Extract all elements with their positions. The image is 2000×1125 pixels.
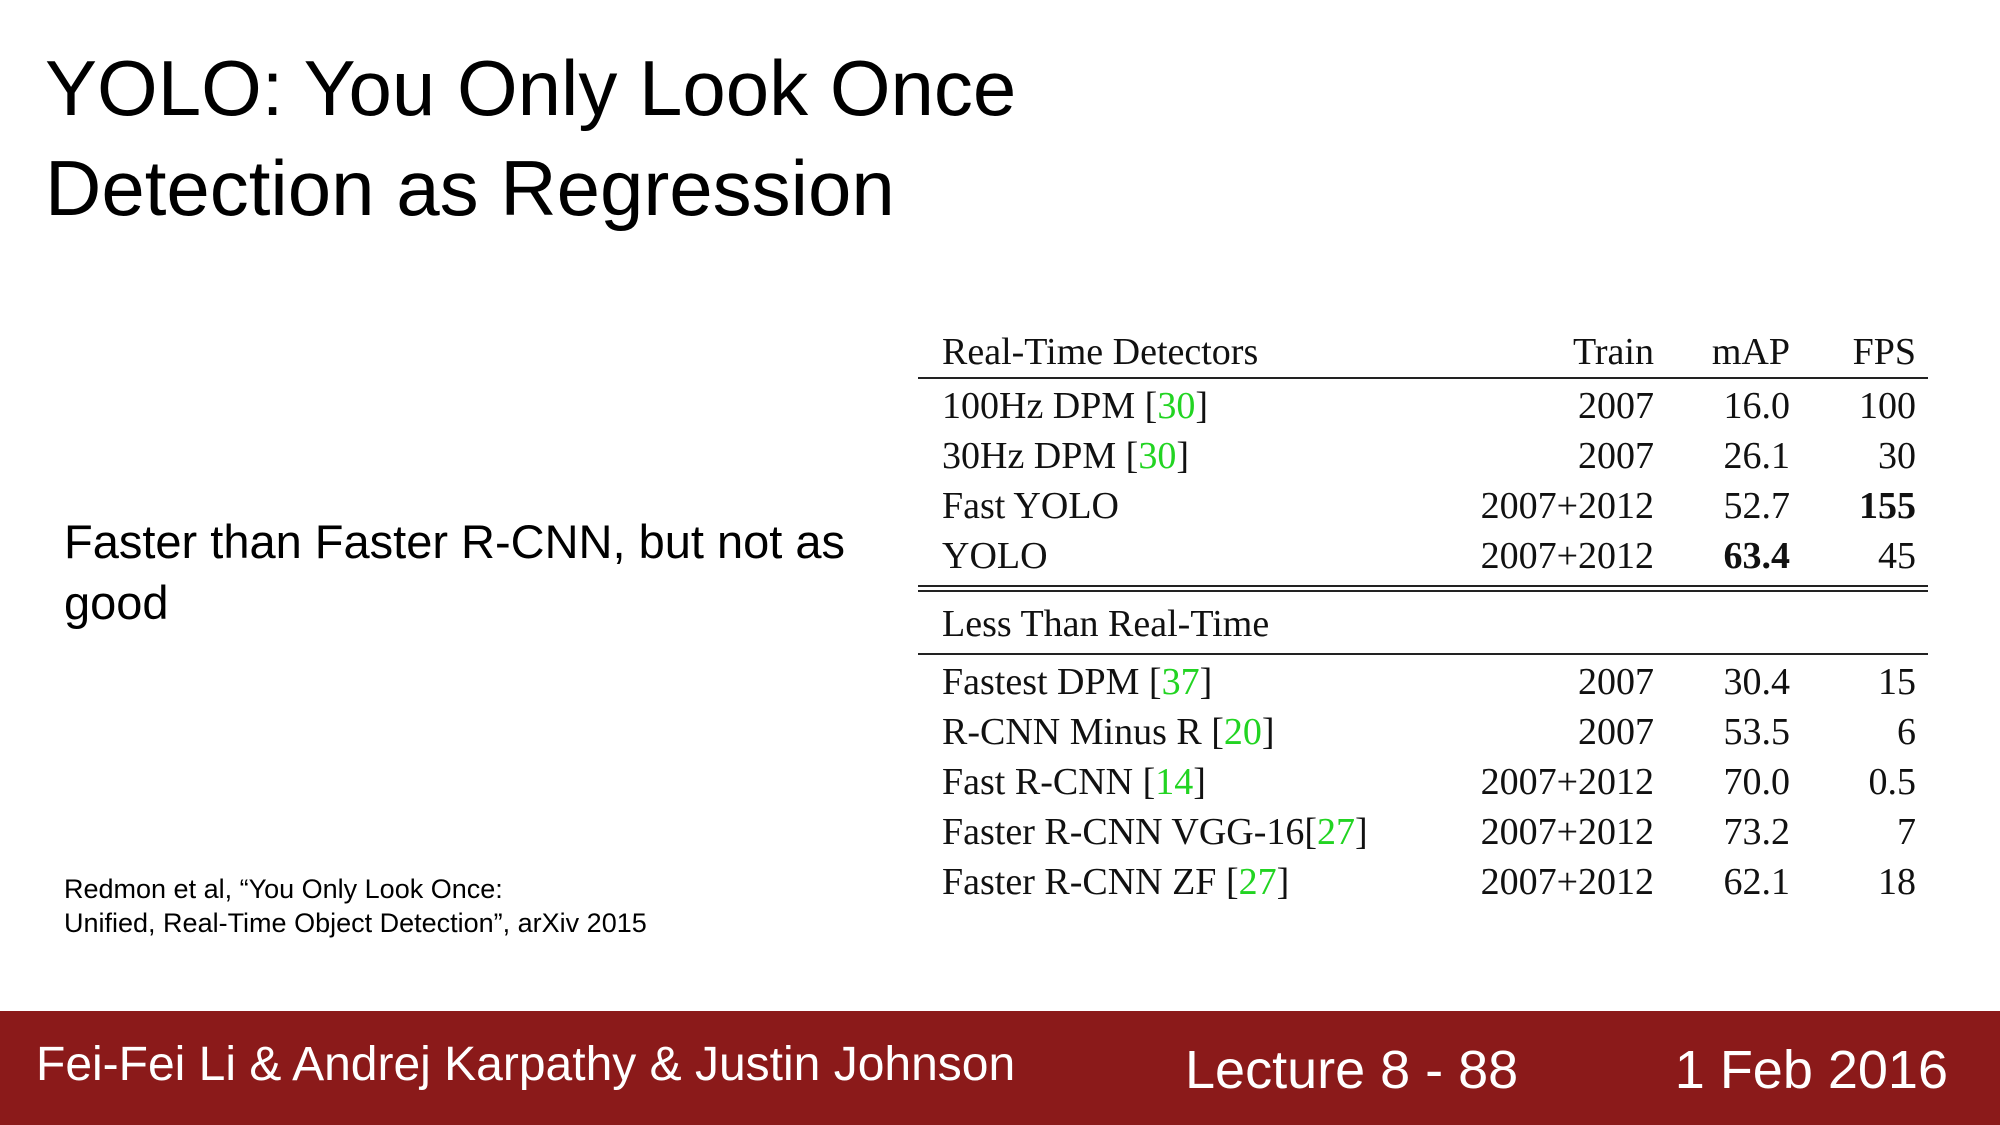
- row-map: 26.1: [1723, 435, 1791, 477]
- row-train: 2007+2012: [1480, 811, 1654, 853]
- slide-title: YOLO: You Only Look Once Detection as Re…: [45, 38, 1016, 238]
- row-fps: 100: [1859, 385, 1916, 427]
- citation-ref: 14: [1155, 761, 1194, 803]
- section-rule: [918, 653, 1928, 655]
- table-row-rcnn-minus-r: R-CNN Minus R [20] 2007 53.5 6: [942, 711, 1916, 753]
- row-name: 30Hz DPM [: [942, 435, 1139, 477]
- header-map: mAP: [1711, 331, 1790, 373]
- row-train: 2007+2012: [1480, 761, 1654, 803]
- table-row-fastest-dpm: Fastest DPM [37] 2007 30.4 15: [942, 661, 1916, 703]
- slide-body-text: Faster than Faster R-CNN, but not as goo…: [64, 515, 846, 629]
- table-row-faster-rcnn-zf: Faster R-CNN ZF [27] 2007+2012 62.1 18: [942, 861, 1916, 903]
- slide-title-line-1: YOLO: You Only Look Once: [45, 44, 1017, 132]
- row-train: 2007: [1578, 661, 1654, 703]
- footer-date: 1 Feb 2016: [1674, 1040, 1948, 1100]
- row-map: 73.2: [1723, 811, 1791, 853]
- slide-footer: Fei-Fei Li & Andrej Karpathy & Justin Jo…: [0, 1011, 2000, 1125]
- section-header-less-than-real-time: Less Than Real-Time: [918, 595, 1928, 653]
- row-name: Fastest DPM [: [942, 661, 1162, 703]
- row-fps: 7: [1897, 811, 1916, 853]
- header-fps: FPS: [1852, 331, 1916, 373]
- table-header-row: Real-Time Detectors Train mAP FPS: [918, 327, 1928, 377]
- row-train: 2007: [1578, 385, 1654, 427]
- row-name: Faster R-CNN ZF [: [942, 861, 1239, 903]
- table-row-faster-rcnn-vgg16: Faster R-CNN VGG-16[27] 2007+2012 73.2 7: [942, 811, 1916, 853]
- row-map: 53.5: [1723, 711, 1791, 753]
- citation: Redmon et al, “You Only Look Once: Unifi…: [64, 872, 647, 940]
- row-fps: 0.5: [1868, 761, 1917, 803]
- row-name: R-CNN Minus R [: [942, 711, 1224, 753]
- citation-line-1: Redmon et al, “You Only Look Once:: [64, 874, 503, 904]
- row-name: 100Hz DPM [: [942, 385, 1158, 427]
- row-train: 2007: [1578, 711, 1654, 753]
- row-map: 52.7: [1723, 485, 1791, 527]
- row-map: 70.0: [1723, 761, 1791, 803]
- slide-title-line-2: Detection as Regression: [45, 144, 895, 232]
- table-row-yolo: YOLO 2007+2012 63.4 45: [918, 531, 1928, 581]
- row-name: YOLO: [942, 535, 1048, 577]
- row-train: 2007+2012: [1480, 861, 1654, 903]
- row-map: 16.0: [1723, 385, 1791, 427]
- row-fps: 18: [1878, 861, 1916, 903]
- citation-ref: 27: [1238, 861, 1277, 903]
- citation-ref: 20: [1223, 711, 1262, 753]
- row-map-best: 63.4: [1723, 535, 1791, 577]
- row-fps: 30: [1878, 435, 1916, 477]
- footer-authors: Fei-Fei Li & Andrej Karpathy & Justin Jo…: [36, 1038, 1016, 1091]
- row-fps: 45: [1878, 535, 1916, 577]
- row-fps: 15: [1878, 661, 1916, 703]
- section-label: Less Than Real-Time: [942, 603, 1270, 645]
- row-map: 62.1: [1723, 861, 1791, 903]
- row-name: Faster R-CNN VGG-16[: [942, 811, 1318, 853]
- section-double-rule: [918, 585, 1928, 592]
- header-real-time-detectors: Real-Time Detectors: [942, 331, 1259, 373]
- footer-lecture-number: Lecture 8 - 88: [1185, 1040, 1519, 1100]
- citation-ref: 27: [1317, 811, 1356, 853]
- row-fps: 6: [1897, 711, 1916, 753]
- table-row-30hz-dpm: 30Hz DPM [30] 2007 26.1 30: [942, 435, 1916, 477]
- row-train: 2007+2012: [1480, 535, 1654, 577]
- table-row-fast-rcnn: Fast R-CNN [14] 2007+2012 70.0 0.5: [942, 761, 1917, 803]
- header-train: Train: [1573, 331, 1654, 373]
- row-fps-best: 155: [1859, 485, 1916, 527]
- citation-ref: 37: [1161, 661, 1200, 703]
- row-map: 30.4: [1723, 661, 1791, 703]
- row-name: Fast R-CNN [: [942, 761, 1156, 803]
- citation-line-2: Unified, Real-Time Object Detection”, ar…: [64, 908, 647, 938]
- citation-ref: 30: [1157, 385, 1196, 427]
- row-train: 2007+2012: [1480, 485, 1654, 527]
- row-name: Fast YOLO: [942, 485, 1119, 527]
- table-row-100hz-dpm: 100Hz DPM [30] 2007 16.0 100: [942, 385, 1916, 427]
- table-row-fast-yolo: Fast YOLO 2007+2012 52.7 155: [918, 481, 1928, 531]
- header-rule: [918, 377, 1928, 379]
- row-train: 2007: [1578, 435, 1654, 477]
- results-table: Real-Time Detectors Train mAP FPS 100Hz …: [918, 327, 1928, 907]
- citation-ref: 30: [1138, 435, 1177, 477]
